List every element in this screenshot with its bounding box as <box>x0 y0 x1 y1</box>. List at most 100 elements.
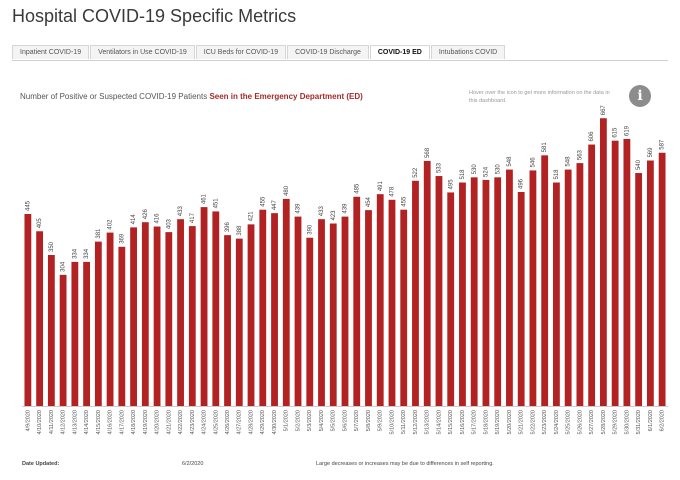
date-updated-label: Date Updated: <box>22 461 60 467</box>
bar[interactable] <box>635 173 643 406</box>
chart-title-prefix: Number of Positive or Suspected COVID-19… <box>20 92 208 101</box>
bar[interactable] <box>153 226 161 406</box>
bar[interactable] <box>177 219 184 406</box>
bar-value-label: 396 <box>225 221 231 232</box>
bar[interactable] <box>376 194 384 406</box>
bar[interactable] <box>59 274 67 406</box>
bar[interactable] <box>517 192 525 406</box>
bar[interactable] <box>188 226 196 406</box>
footer-note: Large decreases or increases may be due … <box>316 461 494 467</box>
bar[interactable] <box>506 169 513 406</box>
bar[interactable] <box>599 118 607 407</box>
bar[interactable] <box>130 227 137 406</box>
bar-value-label: 414 <box>131 214 137 225</box>
bar[interactable] <box>646 160 654 406</box>
bar[interactable] <box>259 209 267 406</box>
x-tick-label: 5/11/2020 <box>401 410 407 434</box>
tab-inpatient-covid-19[interactable]: Inpatient COVID-19 <box>12 45 90 59</box>
bar-value-label: 568 <box>425 147 431 158</box>
bar[interactable] <box>435 176 443 406</box>
x-tick-label: 5/27/2020 <box>589 410 595 434</box>
bar[interactable] <box>459 182 466 406</box>
bar-value-label: 461 <box>202 193 208 204</box>
bar[interactable] <box>329 223 337 406</box>
bar-value-label: 454 <box>366 196 372 207</box>
x-tick-label: 4/24/2020 <box>202 410 208 434</box>
bar[interactable] <box>658 152 666 406</box>
bar-value-label: 426 <box>143 209 149 220</box>
bar-value-label: 480 <box>284 185 290 196</box>
info-icon[interactable]: i <box>629 85 651 107</box>
x-tick-label: 5/23/2020 <box>542 410 548 434</box>
x-tick-label: 4/26/2020 <box>225 410 231 434</box>
bar[interactable] <box>447 192 455 406</box>
bar[interactable] <box>611 140 619 407</box>
bar[interactable] <box>118 246 126 406</box>
bar[interactable] <box>341 216 349 406</box>
bar[interactable] <box>623 138 631 406</box>
bar[interactable] <box>541 155 549 406</box>
x-tick-label: 5/1/2020 <box>284 410 290 431</box>
bar[interactable] <box>423 160 431 406</box>
bar-value-label: 496 <box>519 178 525 189</box>
bar[interactable] <box>247 224 255 406</box>
bar[interactable] <box>282 198 290 406</box>
x-tick-label: 5/21/2020 <box>519 410 525 434</box>
bar[interactable] <box>224 235 231 406</box>
bar-value-label: 417 <box>190 212 196 223</box>
bar[interactable] <box>106 232 114 406</box>
bar[interactable] <box>412 180 419 406</box>
bar[interactable] <box>318 219 325 406</box>
bar[interactable] <box>306 237 314 406</box>
x-tick-label: 4/18/2020 <box>131 410 137 434</box>
bar[interactable] <box>271 213 278 406</box>
bar[interactable] <box>47 255 55 406</box>
bar-value-label: 491 <box>378 180 384 191</box>
bar[interactable] <box>470 177 478 406</box>
bar[interactable] <box>83 261 90 406</box>
bar-value-label: 540 <box>636 159 642 170</box>
date-updated-value: 6/2/2020 <box>182 461 204 467</box>
bar[interactable] <box>576 163 584 406</box>
x-tick-label: 5/5/2020 <box>331 410 337 431</box>
tab-ventilators-in-use-covid-19[interactable]: Ventilators in Use COVID-19 <box>90 45 195 59</box>
bar[interactable] <box>365 210 372 406</box>
bar[interactable] <box>94 241 102 406</box>
tab-intubations-covid[interactable]: Intubations COVID <box>430 45 506 59</box>
bar[interactable] <box>36 231 44 406</box>
bar-value-label: 563 <box>577 149 583 160</box>
bar[interactable] <box>200 207 208 406</box>
bar[interactable] <box>400 209 408 406</box>
x-tick-label: 4/10/2020 <box>37 410 43 434</box>
bar-value-label: 304 <box>61 261 67 272</box>
x-tick-label: 5/15/2020 <box>448 410 454 434</box>
bar[interactable] <box>141 222 149 406</box>
bar-value-label: 546 <box>531 157 537 168</box>
x-tick-label: 4/12/2020 <box>61 410 67 434</box>
bar[interactable] <box>353 196 361 406</box>
bar-value-label: 350 <box>49 241 55 252</box>
bar[interactable] <box>388 199 396 406</box>
bar[interactable] <box>553 182 560 406</box>
bar-value-label: 421 <box>249 211 255 222</box>
bar[interactable] <box>24 214 32 406</box>
bar[interactable] <box>494 177 502 406</box>
tab-bar: Inpatient COVID-19 Ventilators in Use COV… <box>12 45 668 61</box>
bar[interactable] <box>235 238 243 406</box>
x-tick-label: 5/24/2020 <box>554 410 560 434</box>
x-tick-label: 5/6/2020 <box>342 410 348 431</box>
bar[interactable] <box>564 169 572 406</box>
tab-covid-19-ed[interactable]: COVID-19 ED <box>369 45 430 59</box>
x-tick-label: 4/20/2020 <box>155 410 161 434</box>
tab-covid-19-discharge[interactable]: COVID-19 Discharge <box>287 45 369 59</box>
bar[interactable] <box>71 261 79 406</box>
tab-icu-beds-for-covid-19[interactable]: ICU Beds for COVID-19 <box>195 45 287 59</box>
bar[interactable] <box>529 170 537 406</box>
bar[interactable] <box>588 144 596 407</box>
bar-value-label: 388 <box>237 225 243 236</box>
page-title: Hospital COVID-19 Specific Metrics <box>12 6 297 26</box>
bar[interactable] <box>212 211 220 406</box>
bar[interactable] <box>165 232 173 406</box>
bar[interactable] <box>294 216 302 406</box>
bar[interactable] <box>482 179 490 406</box>
